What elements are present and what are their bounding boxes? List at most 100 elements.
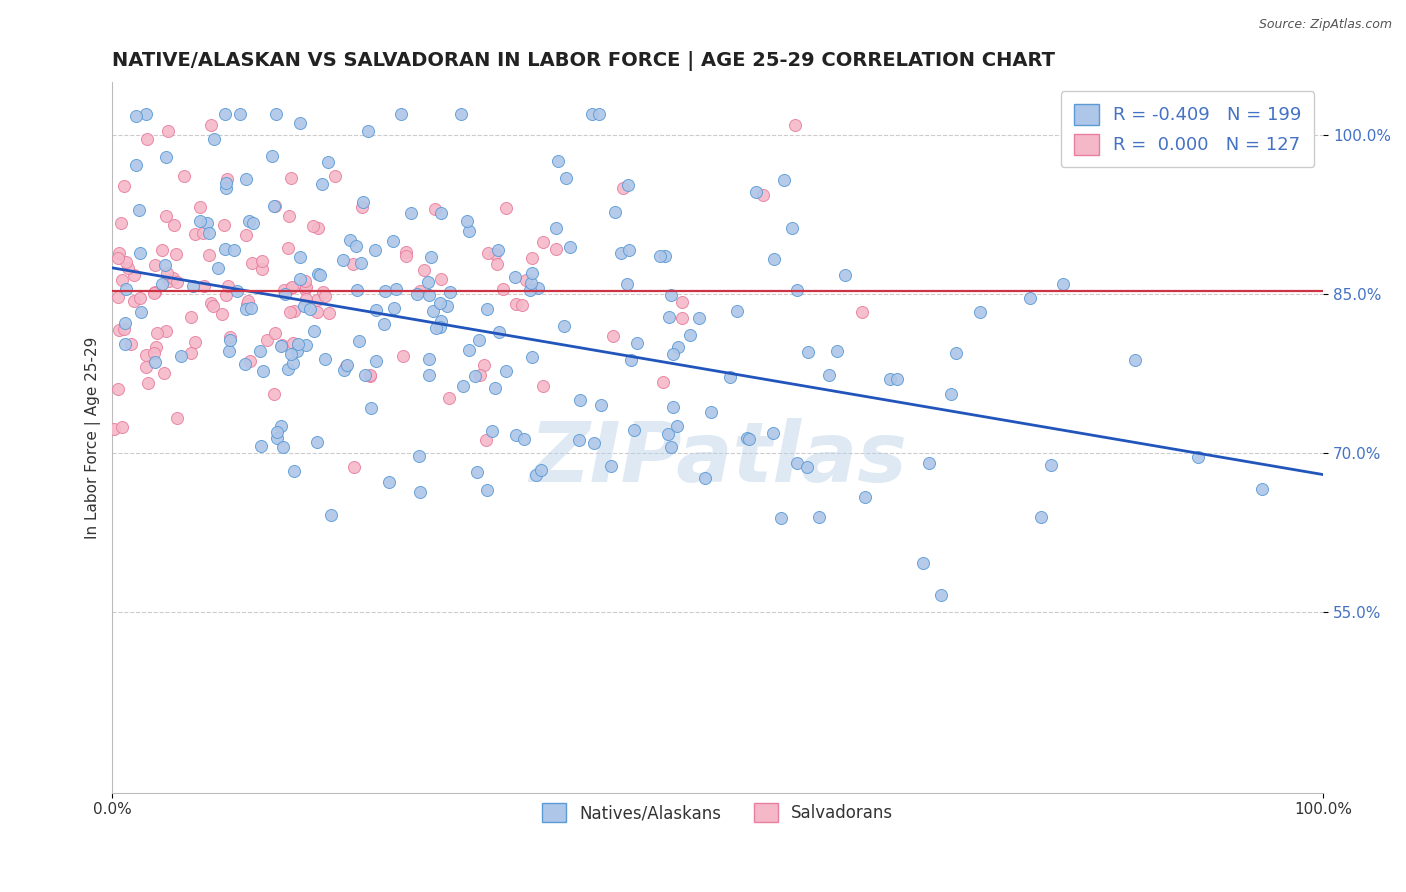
Point [263,199,285,213]
Point [239,354,262,368]
Point [136,132,159,146]
Point [188,200,211,214]
Point [752,188,775,202]
Point [544,220,567,235]
Point [242,216,264,230]
Point [344,239,367,253]
Point [235,172,257,186]
Point [295,338,318,352]
Point [155,324,177,338]
Point [238,213,260,227]
Point [430,206,453,220]
Point [153,366,176,380]
Point [235,302,257,317]
Point [214,181,236,195]
Point [312,285,335,299]
Point [418,288,440,302]
Point [472,358,495,372]
Point [307,305,329,319]
Point [264,107,287,121]
Point [339,233,361,247]
Point [603,204,626,219]
Point [786,456,808,470]
Point [108,323,131,337]
Point [135,360,157,375]
Point [128,291,150,305]
Point [520,276,543,290]
Point [180,346,202,360]
Point [280,171,302,186]
Point [786,283,808,297]
Point [263,386,285,401]
Point [278,305,301,319]
Point [782,221,804,235]
Point [450,107,472,121]
Point [465,465,488,479]
Point [364,354,387,368]
Point [112,178,135,193]
Point [693,471,716,485]
Point [222,243,245,257]
Point [395,244,418,259]
Point [527,281,550,295]
Point [162,271,184,285]
Point [198,248,221,262]
Point [200,118,222,132]
Point [122,294,145,309]
Point [619,243,641,257]
Point [280,347,302,361]
Point [128,202,150,217]
Legend: Natives/Alaskans, Salvadorans: Natives/Alaskans, Salvadorans [531,791,905,834]
Point [430,272,453,286]
Point [769,510,792,524]
Point [155,150,177,164]
Point [240,301,263,316]
Point [219,333,242,347]
Point [305,293,328,307]
Point [659,288,682,302]
Point [285,344,308,359]
Point [114,336,136,351]
Point [475,302,498,317]
Point [202,299,225,313]
Point [266,425,288,439]
Point [659,440,682,454]
Point [226,284,249,298]
Point [294,282,316,296]
Point [214,242,236,256]
Point [343,460,366,475]
Point [236,294,259,309]
Point [382,234,405,248]
Point [125,158,148,172]
Point [359,368,381,383]
Point [422,304,444,318]
Point [301,219,323,233]
Point [588,107,610,121]
Point [307,267,329,281]
Point [886,372,908,386]
Point [271,338,294,352]
Point [173,169,195,183]
Point [413,263,436,277]
Point [107,252,129,266]
Point [451,378,474,392]
Point [662,401,685,415]
Point [122,268,145,282]
Point [292,299,315,313]
Point [671,294,693,309]
Point [181,278,204,293]
Point [546,242,568,256]
Point [193,227,215,241]
Point [342,257,364,271]
Point [214,107,236,121]
Point [197,216,219,230]
Point [464,369,486,384]
Point [366,302,388,317]
Point [249,343,271,358]
Point [519,283,541,297]
Point [654,249,676,263]
Point [520,251,543,265]
Point [617,178,640,192]
Point [458,224,481,238]
Point [145,340,167,354]
